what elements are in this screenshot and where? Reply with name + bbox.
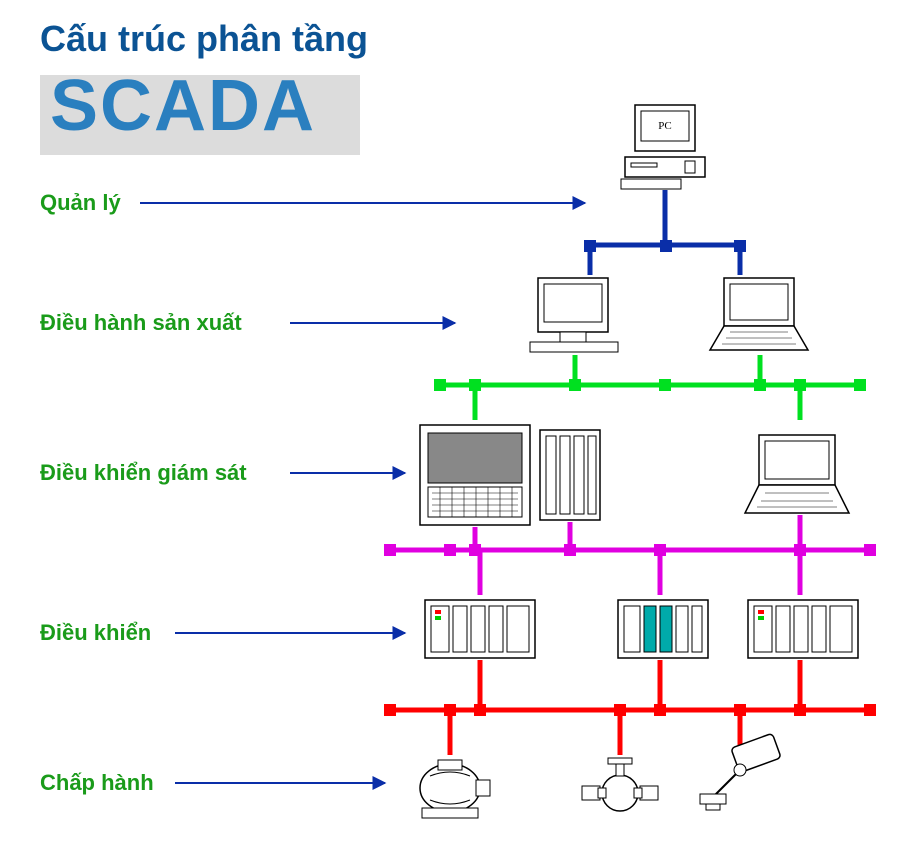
desktop-icon: [530, 278, 618, 352]
hmi-panel-icon: [420, 425, 530, 525]
plc-rack-icon: [540, 430, 600, 520]
pc-icon: PC: [621, 105, 705, 189]
plc-icon-2: [618, 600, 708, 658]
plc-icon-3: [748, 600, 858, 658]
motor-icon: [420, 760, 490, 818]
plc-icon-1: [425, 600, 535, 658]
bus-level-1: [590, 190, 740, 275]
laptop-icon-1: [710, 278, 808, 350]
pc-label: PC: [658, 120, 671, 132]
diagram-svg: PC: [0, 0, 900, 844]
laptop-icon-2: [745, 435, 849, 513]
sensor-icon: [700, 733, 781, 810]
valve-icon: [582, 758, 658, 811]
